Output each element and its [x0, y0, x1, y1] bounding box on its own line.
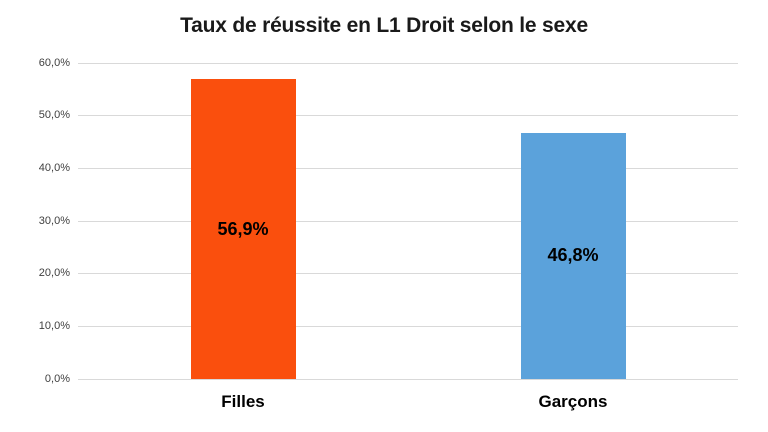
y-tick-label: 20,0% — [38, 267, 70, 280]
y-tick-label: 50,0% — [38, 109, 70, 122]
y-tick-label: 60,0% — [38, 56, 70, 69]
gridline-50,0% — [78, 115, 738, 117]
chart-title: Taux de réussite en L1 Droit selon le se… — [180, 14, 588, 37]
category-label-garçons: Garçons — [538, 392, 608, 411]
data-label-filles: 56,9% — [217, 218, 269, 239]
gridline-0,0% — [78, 378, 738, 380]
y-tick-label: 30,0% — [38, 214, 70, 227]
y-tick-label: 0,0% — [44, 372, 70, 385]
data-label-garçons: 46,8% — [547, 245, 599, 266]
y-tick-label: 40,0% — [38, 161, 70, 174]
bar-filles: 56,9% — [190, 79, 296, 379]
gridline-10,0% — [78, 325, 738, 327]
gridline-40,0% — [78, 167, 738, 169]
category-label-filles: Filles — [221, 392, 265, 411]
bar-garçons: 46,8% — [520, 132, 626, 379]
gridline-20,0% — [78, 273, 738, 275]
gridline-60,0% — [78, 62, 738, 64]
gridline-30,0% — [78, 220, 738, 222]
plot-area: 56,9% 46,8% — [78, 62, 738, 380]
y-tick-label: 10,0% — [38, 319, 70, 332]
